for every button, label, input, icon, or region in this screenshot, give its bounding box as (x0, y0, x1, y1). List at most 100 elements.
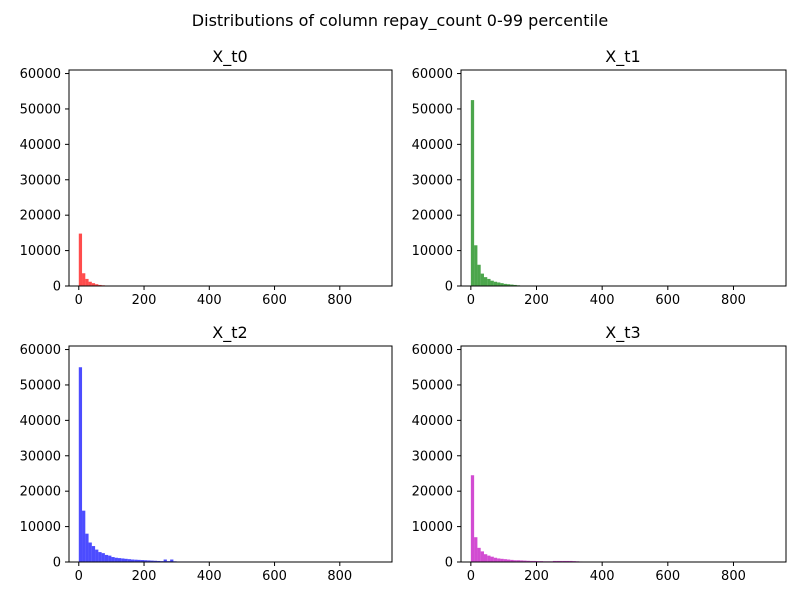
histogram-bar (529, 560, 534, 562)
histogram-bar (114, 557, 118, 562)
axes-frame-x-t1 (460, 69, 787, 287)
histogram-bar (150, 560, 154, 562)
y-tick-label: 40000 (20, 138, 61, 153)
y-tick-label: 30000 (412, 449, 453, 464)
histogram-bar (552, 560, 557, 562)
subplot-x-t3: X_t3 0 200 400 600 800 0 10000 20000 30000 40000 5… (412, 323, 787, 584)
histogram-bar (497, 558, 501, 562)
histogram-bar (490, 280, 494, 286)
y-tick-label: 20000 (412, 485, 453, 500)
histogram-bar (153, 560, 158, 562)
histogram-bar (523, 560, 527, 562)
histogram-bar (520, 560, 524, 562)
histogram-bar (140, 560, 145, 562)
histogram-bar (101, 553, 105, 562)
subplot-title-x-t1: X_t1 (605, 47, 640, 67)
x-tick-label: 800 (327, 293, 352, 308)
x-tick-label: 600 (655, 569, 680, 584)
y-tick-label: 30000 (412, 173, 453, 188)
histogram-bar (108, 555, 112, 562)
histogram-bar (526, 560, 530, 562)
x-tick-label: 0 (467, 293, 475, 308)
subplot-x-t2: X_t2 0 200 400 600 800 0 10000 20000 30000 40000 5… (20, 323, 393, 584)
y-tick-label: 10000 (20, 244, 61, 259)
y-tick-label: 20000 (412, 209, 453, 224)
histogram-bar (569, 560, 573, 562)
histogram-bar (477, 547, 481, 562)
x-tick-label: 600 (655, 293, 680, 308)
histogram-bar (487, 278, 491, 286)
y-tick-label: 0 (53, 280, 61, 295)
histogram-bar (111, 557, 115, 562)
histogram-bars-x-t0 (78, 233, 112, 286)
histogram-bar (163, 559, 167, 562)
histogram-bars-x-t2 (78, 367, 379, 562)
histogram-bar (556, 560, 560, 562)
histogram-bar (85, 533, 89, 562)
y-tick-label: 10000 (20, 520, 61, 535)
y-tick-label: 50000 (20, 102, 61, 117)
histogram-bar (88, 281, 92, 286)
histogram-bar (513, 284, 517, 286)
y-tick-label: 40000 (20, 414, 61, 429)
y-tick-label: 40000 (412, 138, 453, 153)
x-tick-label: 800 (327, 569, 352, 584)
x-tick-label: 200 (524, 569, 549, 584)
x-tick-label: 200 (132, 293, 157, 308)
y-tick-label: 20000 (20, 485, 61, 500)
x-tick-label: 400 (197, 569, 222, 584)
histogram-bar (533, 560, 537, 562)
histogram-bar (493, 281, 498, 286)
histogram-bar (503, 559, 507, 562)
histogram-bar (506, 284, 511, 286)
y-tick-label: 30000 (20, 449, 61, 464)
histogram-bar (137, 559, 141, 562)
x-tick-label: 400 (590, 293, 615, 308)
histogram-bar (127, 559, 131, 562)
y-tick-label: 0 (445, 556, 453, 571)
histogram-bar (487, 555, 491, 562)
y-tick-label: 60000 (412, 67, 453, 82)
y-tick-label: 20000 (20, 209, 61, 224)
y-tick-label: 0 (53, 556, 61, 571)
histogram-bar (497, 282, 501, 286)
histogram-bar (516, 560, 521, 562)
histogram-bar (144, 560, 148, 562)
histogram-bars-x-t1 (470, 100, 521, 286)
histogram-bar (474, 537, 478, 562)
histogram-bar (510, 284, 514, 286)
histogram-bars-x-t3 (470, 475, 773, 562)
histogram-bar (493, 557, 498, 562)
figure-suptitle: Distributions of column repay_count 0-99… (192, 11, 608, 31)
histogram-bar (470, 475, 475, 562)
y-tick-label: 50000 (412, 102, 453, 117)
y-tick-label: 0 (445, 280, 453, 295)
y-tick-label: 50000 (412, 378, 453, 393)
histogram-bar (134, 559, 138, 562)
y-tick-label: 50000 (20, 378, 61, 393)
histogram-bar (500, 558, 504, 562)
histogram-bar (95, 284, 99, 286)
histogram-bar (82, 510, 86, 562)
axes-frame-x-t0 (68, 69, 393, 287)
x-tick-label: 200 (132, 569, 157, 584)
x-tick-label: 800 (721, 569, 746, 584)
subplot-x-t0: X_t0 0 200 400 600 800 0 10000 20000 30000 40000 5… (20, 47, 393, 308)
histogram-bar (124, 558, 128, 562)
y-tick-label: 10000 (412, 244, 453, 259)
subplot-title-x-t3: X_t3 (605, 323, 640, 343)
x-tick-label: 0 (467, 569, 475, 584)
histogram-bar (157, 560, 161, 562)
x-tick-label: 400 (590, 569, 615, 584)
axes-frame-x-t2 (68, 345, 393, 563)
x-tick-label: 0 (75, 293, 83, 308)
subplot-title-x-t2: X_t2 (212, 323, 247, 343)
histogram-bar (147, 560, 151, 562)
y-tick-label: 30000 (20, 173, 61, 188)
histogram-bar (130, 559, 135, 562)
subplot-x-t1: X_t1 0 200 400 600 800 0 10000 20000 30000 40000 5… (412, 47, 787, 308)
histogram-bar (477, 264, 481, 286)
histogram-bar (170, 559, 174, 562)
histogram-bar (91, 283, 96, 286)
